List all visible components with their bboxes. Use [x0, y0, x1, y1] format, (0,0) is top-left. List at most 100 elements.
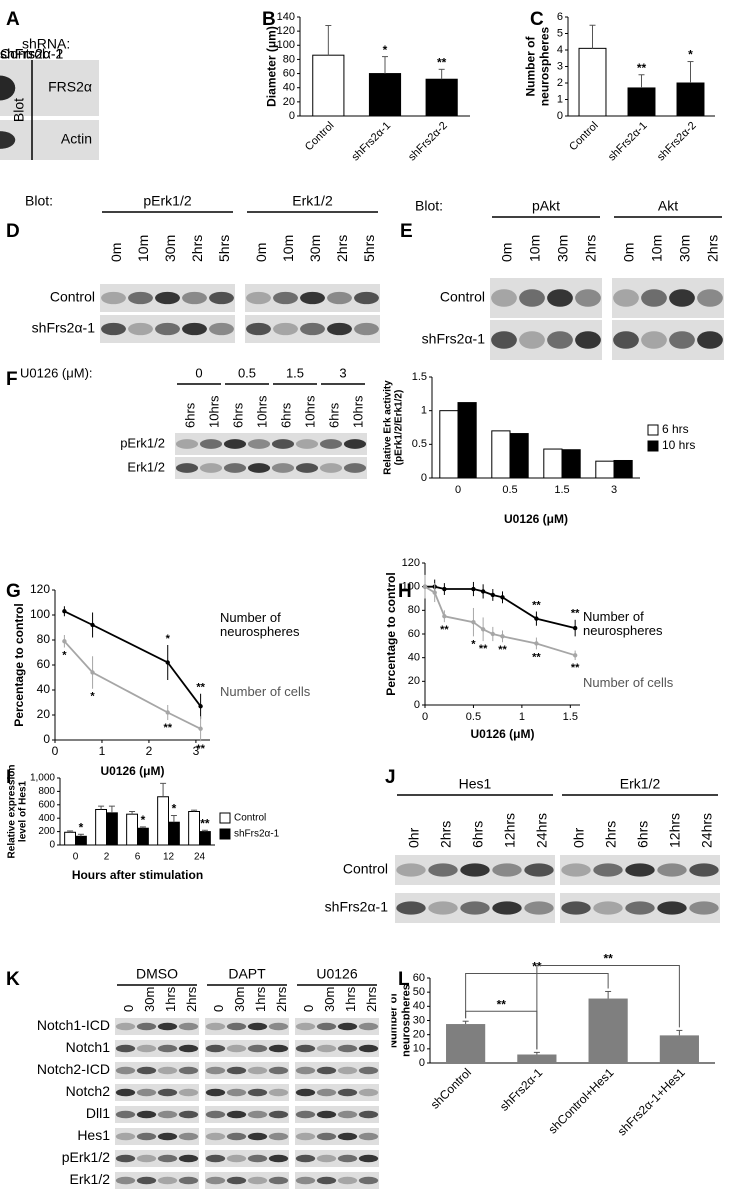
blot-strip	[295, 1172, 379, 1189]
y-tick-label: 60	[37, 657, 51, 671]
blot-band	[295, 1110, 316, 1119]
blot-band	[358, 1066, 379, 1075]
blot-band	[175, 439, 199, 449]
blot-band	[519, 289, 545, 307]
lane-label: 1hrs	[163, 986, 178, 1012]
y-tick-label: 0	[421, 472, 427, 484]
blot-band	[327, 322, 352, 336]
y-axis-label-text: Relative Erk activity (pErk1/2/Erk1/2)	[382, 380, 404, 475]
blot-band	[157, 1044, 178, 1053]
blot-band	[295, 1066, 316, 1075]
blot-band	[247, 1154, 268, 1163]
blot-band	[295, 1044, 316, 1053]
blot-row-label: Notch2-ICD	[37, 1061, 110, 1077]
blot-band	[136, 1110, 157, 1119]
legend-label: 6 hrs	[662, 422, 689, 436]
x-axis-label: U0126 (μM)	[100, 764, 164, 778]
blot-strip	[115, 1040, 199, 1057]
y-axis-label: Relative expression level of Hes1	[6, 765, 28, 859]
blot-band	[319, 439, 343, 449]
blot-band	[178, 1176, 199, 1185]
blot-band	[547, 289, 573, 307]
blot-band	[268, 1110, 289, 1119]
bar	[595, 460, 615, 479]
x-tick-label: 2	[146, 744, 153, 758]
point	[165, 660, 170, 665]
blot-band	[157, 1022, 178, 1031]
blot-band	[175, 463, 199, 473]
blot-band	[157, 1154, 178, 1163]
blot-band	[337, 1110, 358, 1119]
lane-label: 0m	[621, 243, 637, 262]
blot-band	[226, 1066, 247, 1075]
lane-label: 12hrs	[502, 813, 518, 848]
blot-band	[358, 1022, 379, 1031]
x-tick-label: 6	[135, 852, 141, 863]
blot-band	[273, 291, 298, 305]
blot-group-label: 1.5	[286, 365, 304, 380]
bar	[491, 430, 511, 479]
blot-band	[178, 1154, 199, 1163]
point	[572, 625, 578, 631]
lane-label: 10hrs	[302, 395, 317, 428]
y-tick-label: 200	[38, 826, 55, 837]
blot-group-label: Hes1	[459, 776, 492, 792]
x-tick-label: 0.5	[466, 711, 481, 723]
blot-group-label: pAkt	[532, 198, 560, 214]
blot-strip	[490, 278, 602, 318]
blot-band	[316, 1176, 337, 1185]
blot-group-label: 0	[195, 365, 202, 380]
blot-band	[247, 1044, 268, 1053]
x-tick-label: 12	[163, 852, 175, 863]
point	[572, 653, 578, 658]
blot-band	[157, 1132, 178, 1141]
lane-label: 10hrs	[350, 395, 365, 428]
x-tick-label: 3	[611, 484, 617, 496]
blot-band	[101, 322, 126, 336]
x-tick-label: 0	[455, 484, 461, 496]
significance: **	[437, 56, 447, 70]
lane-label: shFrs2α-2	[0, 46, 64, 62]
y-axis-label-text: Percentage to control	[12, 603, 27, 727]
blot-band	[115, 1022, 136, 1031]
panel-letter: F	[6, 369, 18, 390]
blot-band	[613, 289, 639, 307]
series-name-text: Number of neurospheres	[583, 608, 663, 638]
blot-band	[136, 1022, 157, 1031]
blot-strip	[115, 1128, 199, 1145]
x-tick-label: shFrs2α-1	[606, 120, 650, 164]
bar	[75, 835, 87, 846]
y-tick-label: 1	[557, 93, 563, 105]
x-axis-label: U0126 (μM)	[504, 512, 568, 526]
series-name: Number of neurospheres	[220, 610, 300, 639]
blot-band	[247, 1176, 268, 1185]
blot-band	[182, 322, 207, 336]
y-tick-label: 4	[557, 44, 563, 56]
series-line	[63, 640, 201, 730]
blot-band	[155, 322, 180, 336]
lane-label: shFrs2α-1	[0, 46, 64, 62]
blot-band	[337, 1176, 358, 1185]
blot-band	[295, 1176, 316, 1185]
legend-label: Control	[234, 813, 266, 824]
blot-row-label: Notch2	[66, 1083, 111, 1099]
lane-label: 6hrs	[635, 821, 651, 848]
y-tick-label: 1,000	[30, 773, 55, 784]
blot-band	[337, 1088, 358, 1097]
panel-letter: D	[6, 221, 20, 242]
blot-band	[358, 1176, 379, 1185]
blot-band	[657, 901, 687, 915]
blot-band	[268, 1088, 289, 1097]
y-axis-label: Percentage to control	[12, 603, 27, 727]
blot-row-label: Notch1-ICD	[37, 1017, 110, 1033]
blot-band	[337, 1066, 358, 1075]
panel-letter: L	[398, 969, 410, 990]
blot-band	[358, 1154, 379, 1163]
bar	[543, 448, 563, 479]
bar	[64, 831, 77, 846]
lane-label: 6hrs	[182, 402, 197, 428]
x-tick-label: 0	[52, 744, 59, 758]
blot-row-label: Actin	[61, 131, 92, 147]
blot-strip	[205, 1018, 289, 1035]
blot-band	[547, 331, 573, 349]
